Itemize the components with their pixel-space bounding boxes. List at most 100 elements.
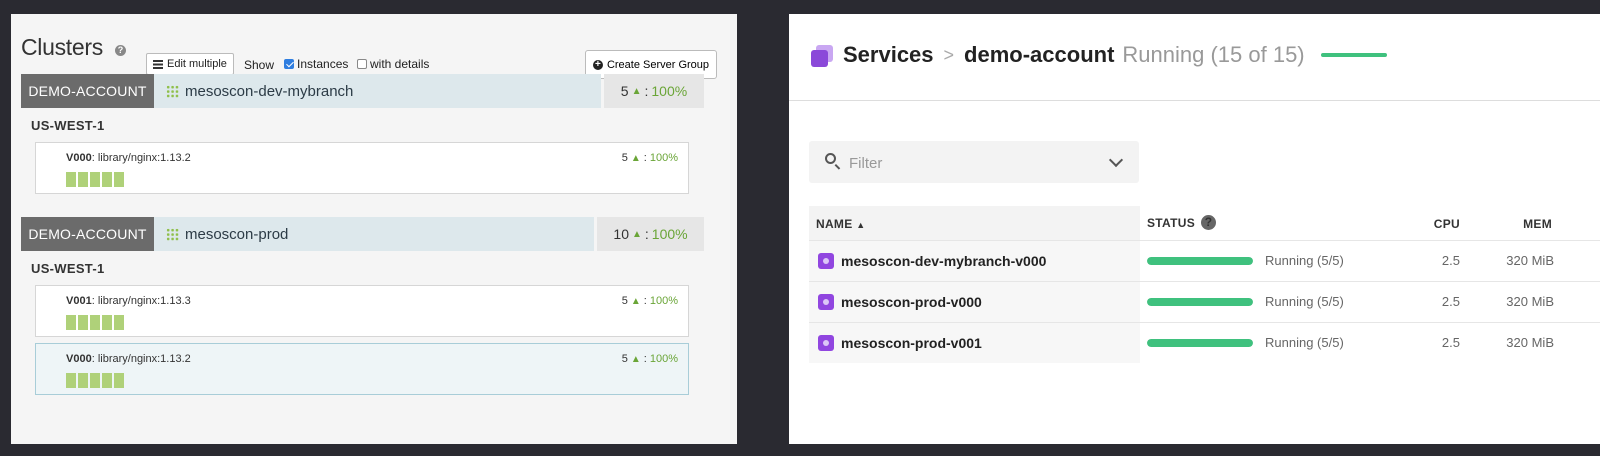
column-mem[interactable]: MEM: [1523, 217, 1552, 231]
up-triangle-icon: ▲: [630, 152, 641, 164]
search-icon: [825, 153, 836, 164]
service-status: Running (5/5): [1265, 294, 1344, 309]
server-group-health: 5 ▲: 100%: [621, 353, 678, 365]
service-mem: 320 MiB: [1506, 294, 1554, 309]
instance-block[interactable]: [90, 315, 100, 330]
instance-block[interactable]: [78, 373, 88, 388]
service-mem: 320 MiB: [1506, 253, 1554, 268]
instance-count: 5: [621, 152, 628, 164]
server-group-image: : library/nginx:1.13.3: [91, 295, 191, 307]
cluster-name-bar[interactable]: mesoscon-prod: [154, 217, 594, 251]
server-group-card[interactable]: V001: library/nginx:1.13.3 5 ▲: 100%: [35, 285, 689, 337]
status-progress-bar: [1147, 257, 1253, 265]
breadcrumb-separator: >: [943, 44, 955, 65]
health-count: 5 ▲: 100%: [604, 74, 704, 108]
instance-count: 10: [613, 226, 629, 242]
instance-count: 5: [621, 295, 628, 307]
filter-input[interactable]: [847, 149, 1091, 177]
up-triangle-icon: ▲: [630, 295, 641, 307]
grid-icon: [166, 84, 179, 98]
service-status: Running (5/5): [1265, 335, 1344, 350]
table-row[interactable]: mesoscon-prod-v000 Running (5/5) 2.5 320…: [809, 281, 1600, 322]
chevron-down-icon[interactable]: [1108, 152, 1124, 168]
table-header: NAME ▲ STATUS? CPU MEM: [809, 206, 1600, 240]
instance-block[interactable]: [114, 373, 124, 388]
cluster-header[interactable]: DEMO-ACCOUNT mesoscon-dev-mybranch 5 ▲: …: [21, 74, 704, 108]
server-group-health: 5 ▲: 100%: [621, 152, 678, 164]
instance-block[interactable]: [90, 172, 100, 187]
instance-block[interactable]: [66, 172, 76, 187]
checkbox-checked-icon[interactable]: [284, 59, 294, 69]
details-checkbox[interactable]: with details: [357, 57, 429, 71]
column-status[interactable]: STATUS?: [1147, 215, 1217, 230]
instance-block[interactable]: [102, 373, 112, 388]
account-tag: DEMO-ACCOUNT: [21, 74, 154, 108]
cluster-name: mesoscon-dev-mybranch: [185, 82, 354, 100]
instance-block[interactable]: [102, 172, 112, 187]
instance-block[interactable]: [66, 373, 76, 388]
instance-list: [66, 373, 124, 388]
health-percent: 100%: [649, 295, 678, 307]
table-row[interactable]: mesoscon-prod-v001 Running (5/5) 2.5 320…: [809, 322, 1600, 363]
instance-block[interactable]: [78, 172, 88, 187]
show-label: Show: [244, 58, 275, 72]
service-name[interactable]: mesoscon-prod-v001: [841, 335, 982, 351]
server-group-card[interactable]: V000: library/nginx:1.13.2 5 ▲: 100%: [35, 142, 689, 194]
page-title: Clusters: [21, 34, 103, 60]
edit-multiple-label: Edit multiple: [167, 58, 227, 70]
column-cpu[interactable]: CPU: [1433, 217, 1460, 231]
instance-count: 5: [620, 83, 629, 99]
health-percent: 100%: [649, 152, 678, 164]
service-status: Running (5/5): [1265, 253, 1344, 268]
cluster-header[interactable]: DEMO-ACCOUNT mesoscon-prod 10 ▲: 100%: [21, 217, 704, 251]
column-name[interactable]: NAME ▲: [816, 217, 865, 231]
server-group-image: : library/nginx:1.13.2: [91, 152, 191, 164]
server-group-version: V000: [66, 152, 92, 164]
server-group-version: V001: [66, 295, 92, 307]
create-server-group-label: Create Server Group: [606, 58, 710, 71]
breadcrumb-status: Running (15 of 15): [1122, 42, 1305, 67]
service-icon: [818, 335, 834, 351]
up-triangle-icon: ▲: [631, 228, 642, 240]
region-label: US-WEST-1: [31, 118, 105, 133]
service-cpu: 2.5: [1441, 335, 1460, 350]
table-row[interactable]: mesoscon-dev-mybranch-v000 Running (5/5)…: [809, 240, 1600, 281]
server-group-card-selected[interactable]: V000: library/nginx:1.13.2 5 ▲: 100%: [35, 343, 689, 395]
breadcrumb-account[interactable]: demo-account: [964, 42, 1115, 67]
service-name[interactable]: mesoscon-dev-mybranch-v000: [841, 253, 1047, 269]
status-progress-bar: [1147, 298, 1253, 306]
column-name-label: NAME: [816, 217, 853, 231]
filter-field[interactable]: [809, 141, 1139, 183]
service-mem: 320 MiB: [1506, 335, 1554, 350]
instances-checkbox[interactable]: Instances: [284, 57, 348, 71]
health-count: 10 ▲: 100%: [597, 217, 704, 251]
help-icon[interactable]: ?: [1201, 215, 1217, 230]
edit-multiple-button[interactable]: Edit multiple: [146, 53, 234, 75]
region-label: US-WEST-1: [31, 261, 105, 276]
health-percent: 100%: [651, 226, 688, 242]
service-name[interactable]: mesoscon-prod-v000: [841, 294, 982, 310]
instance-block[interactable]: [114, 172, 124, 187]
instance-block[interactable]: [114, 315, 124, 330]
cluster-name: mesoscon-prod: [185, 225, 289, 243]
instance-block[interactable]: [78, 315, 88, 330]
cluster: DEMO-ACCOUNT mesoscon-prod 10 ▲: 100% US…: [21, 217, 704, 395]
account-tag: DEMO-ACCOUNT: [21, 217, 154, 251]
column-status-label: STATUS: [1147, 215, 1196, 230]
service-cpu: 2.5: [1441, 294, 1460, 309]
server-group-version: V000: [66, 353, 92, 365]
health-percent: 100%: [651, 83, 688, 99]
service-icon: [818, 253, 834, 269]
instance-block[interactable]: [66, 315, 76, 330]
cluster-name-bar[interactable]: mesoscon-dev-mybranch: [154, 74, 601, 108]
details-label: with details: [370, 57, 430, 71]
instances-label: Instances: [297, 57, 349, 71]
instance-block[interactable]: [102, 315, 112, 330]
help-icon[interactable]: ?: [115, 45, 126, 56]
checkbox-unchecked-icon[interactable]: [357, 59, 367, 69]
instance-block[interactable]: [90, 373, 100, 388]
instance-list: [66, 172, 124, 187]
clusters-header: Clusters ? Edit multiple Show Instances …: [21, 32, 727, 79]
status-progress-bar: [1320, 53, 1387, 57]
breadcrumb-services[interactable]: Services: [843, 42, 934, 67]
